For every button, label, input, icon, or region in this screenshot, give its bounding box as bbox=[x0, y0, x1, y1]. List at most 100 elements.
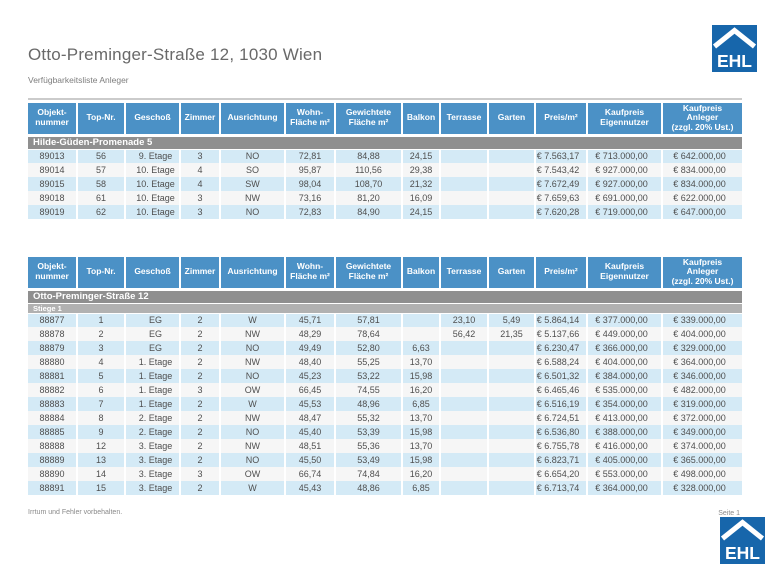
cell-preis_m2: € 6.588,24 bbox=[534, 355, 587, 369]
cell-preis_m2: € 7.672,49 bbox=[534, 177, 587, 191]
section-band-row: Stiege 1 bbox=[28, 302, 742, 314]
cell-balkon: 15,98 bbox=[401, 369, 440, 383]
cell-kaufpreis_anleger: € 498.000,00 bbox=[661, 467, 742, 481]
cell-terrasse bbox=[439, 369, 488, 383]
cell-kaufpreis_eigennutzer: € 416.000,00 bbox=[586, 439, 662, 453]
table-row: 88884 8 2. Etage 2 NW 48,47 55,32 13,70 € 6.724,… bbox=[28, 411, 742, 425]
cell-balkon: 15,98 bbox=[401, 453, 440, 467]
cell-garten bbox=[487, 383, 535, 397]
table-row: 88883 7 1. Etage 2 W 45,53 48,96 6,85 € 6.516,19… bbox=[28, 397, 742, 411]
cell-ausrichtung: NW bbox=[219, 191, 285, 205]
cell-top_nr: 56 bbox=[76, 149, 125, 163]
cell-ausrichtung: SW bbox=[219, 177, 285, 191]
cell-kaufpreis_anleger: € 339.000,00 bbox=[661, 313, 742, 327]
cell-ausrichtung: NO bbox=[219, 425, 285, 439]
cell-balkon: 21,32 bbox=[401, 177, 440, 191]
cell-kaufpreis_anleger: € 328.000,00 bbox=[661, 481, 742, 495]
page-subtitle: Verfügbarkeitsliste Anleger bbox=[28, 75, 129, 85]
cell-terrasse bbox=[439, 205, 488, 219]
cell-gewichtete_flaeche: 52,80 bbox=[334, 341, 402, 355]
column-header-zimmer: Zimmer bbox=[179, 257, 220, 289]
cell-kaufpreis_anleger: € 834.000,00 bbox=[661, 177, 742, 191]
section-band-row: Otto-Preminger-Straße 12 bbox=[28, 287, 742, 304]
cell-zimmer: 3 bbox=[179, 383, 220, 397]
cell-kaufpreis_eigennutzer: € 927.000,00 bbox=[586, 177, 662, 191]
page: Otto-Preminger-Straße 12, 1030 Wien Verf… bbox=[28, 25, 765, 564]
column-header-objektnummer: Objekt- nummer bbox=[28, 257, 77, 289]
cell-preis_m2: € 5.864,14 bbox=[534, 313, 587, 327]
cell-wohnflaeche: 48,47 bbox=[284, 411, 335, 425]
cell-preis_m2: € 6.230,47 bbox=[534, 341, 587, 355]
cell-objektnummer: 88879 bbox=[28, 341, 77, 355]
cell-gewichtete_flaeche: 74,84 bbox=[334, 467, 402, 481]
cell-garten bbox=[487, 369, 535, 383]
cell-ausrichtung: W bbox=[219, 481, 285, 495]
cell-geschoss: 3. Etage bbox=[124, 439, 180, 453]
cell-wohnflaeche: 72,83 bbox=[284, 205, 335, 219]
cell-geschoss: EG bbox=[124, 313, 180, 327]
column-header-zimmer: Zimmer bbox=[179, 103, 220, 135]
cell-garten bbox=[487, 467, 535, 481]
cell-garten bbox=[487, 453, 535, 467]
cell-preis_m2: € 5.137,66 bbox=[534, 327, 587, 341]
cell-terrasse bbox=[439, 163, 488, 177]
cell-wohnflaeche: 45,71 bbox=[284, 313, 335, 327]
cell-preis_m2: € 7.543,42 bbox=[534, 163, 587, 177]
cell-garten bbox=[487, 439, 535, 453]
cell-kaufpreis_eigennutzer: € 449.000,00 bbox=[586, 327, 662, 341]
cell-kaufpreis_anleger: € 372.000,00 bbox=[661, 411, 742, 425]
cell-wohnflaeche: 48,40 bbox=[284, 355, 335, 369]
cell-ausrichtung: NO bbox=[219, 453, 285, 467]
cell-zimmer: 4 bbox=[179, 177, 220, 191]
cell-geschoss: 3. Etage bbox=[124, 453, 180, 467]
cell-garten bbox=[487, 425, 535, 439]
cell-gewichtete_flaeche: 108,70 bbox=[334, 177, 402, 191]
cell-kaufpreis_anleger: € 374.000,00 bbox=[661, 439, 742, 453]
cell-ausrichtung: W bbox=[219, 313, 285, 327]
cell-garten bbox=[487, 205, 535, 219]
cell-geschoss: 10. Etage bbox=[124, 191, 180, 205]
cell-top_nr: 1 bbox=[76, 313, 125, 327]
ehl-logo: EHL bbox=[712, 25, 757, 72]
cell-top_nr: 6 bbox=[76, 383, 125, 397]
cell-terrasse bbox=[439, 383, 488, 397]
cell-objektnummer: 89019 bbox=[28, 205, 77, 219]
cell-wohnflaeche: 73,16 bbox=[284, 191, 335, 205]
cell-terrasse bbox=[439, 149, 488, 163]
cell-kaufpreis_anleger: € 647.000,00 bbox=[661, 205, 742, 219]
cell-geschoss: 1. Etage bbox=[124, 397, 180, 411]
cell-terrasse bbox=[439, 341, 488, 355]
cell-geschoss: EG bbox=[124, 327, 180, 341]
cell-preis_m2: € 7.563,17 bbox=[534, 149, 587, 163]
cell-kaufpreis_eigennutzer: € 366.000,00 bbox=[586, 341, 662, 355]
cell-gewichtete_flaeche: 53,39 bbox=[334, 425, 402, 439]
cell-ausrichtung: OW bbox=[219, 383, 285, 397]
cell-geschoss: 1. Etage bbox=[124, 383, 180, 397]
cell-geschoss: 10. Etage bbox=[124, 177, 180, 191]
cell-balkon: 24,15 bbox=[401, 149, 440, 163]
cell-objektnummer: 89015 bbox=[28, 177, 77, 191]
column-header-top_nr: Top-Nr. bbox=[76, 257, 125, 289]
cell-terrasse bbox=[439, 481, 488, 495]
cell-geschoss: 10. Etage bbox=[124, 205, 180, 219]
table-row: 89019 62 10. Etage 3 NO 72,83 84,90 24,15 € 7.62… bbox=[28, 205, 742, 219]
cell-ausrichtung: NO bbox=[219, 341, 285, 355]
cell-wohnflaeche: 45,53 bbox=[284, 397, 335, 411]
page-number: Seite 1 bbox=[718, 510, 740, 517]
cell-objektnummer: 88878 bbox=[28, 327, 77, 341]
table-row: 88885 9 2. Etage 2 NO 45,40 53,39 15,98 € 6.536,… bbox=[28, 425, 742, 439]
ehl-logo-bottom: EHL bbox=[720, 517, 765, 564]
cell-terrasse bbox=[439, 425, 488, 439]
cell-garten bbox=[487, 411, 535, 425]
table-row: 88880 4 1. Etage 2 NW 48,40 55,25 13,70 € 6.588,… bbox=[28, 355, 742, 369]
cell-wohnflaeche: 48,51 bbox=[284, 439, 335, 453]
cell-kaufpreis_anleger: € 364.000,00 bbox=[661, 355, 742, 369]
header-divider bbox=[28, 98, 742, 100]
cell-garten bbox=[487, 397, 535, 411]
cell-top_nr: 12 bbox=[76, 439, 125, 453]
cell-garten bbox=[487, 163, 535, 177]
cell-garten bbox=[487, 177, 535, 191]
column-header-garten: Garten bbox=[487, 257, 535, 289]
cell-kaufpreis_eigennutzer: € 535.000,00 bbox=[586, 383, 662, 397]
cell-ausrichtung: NW bbox=[219, 355, 285, 369]
